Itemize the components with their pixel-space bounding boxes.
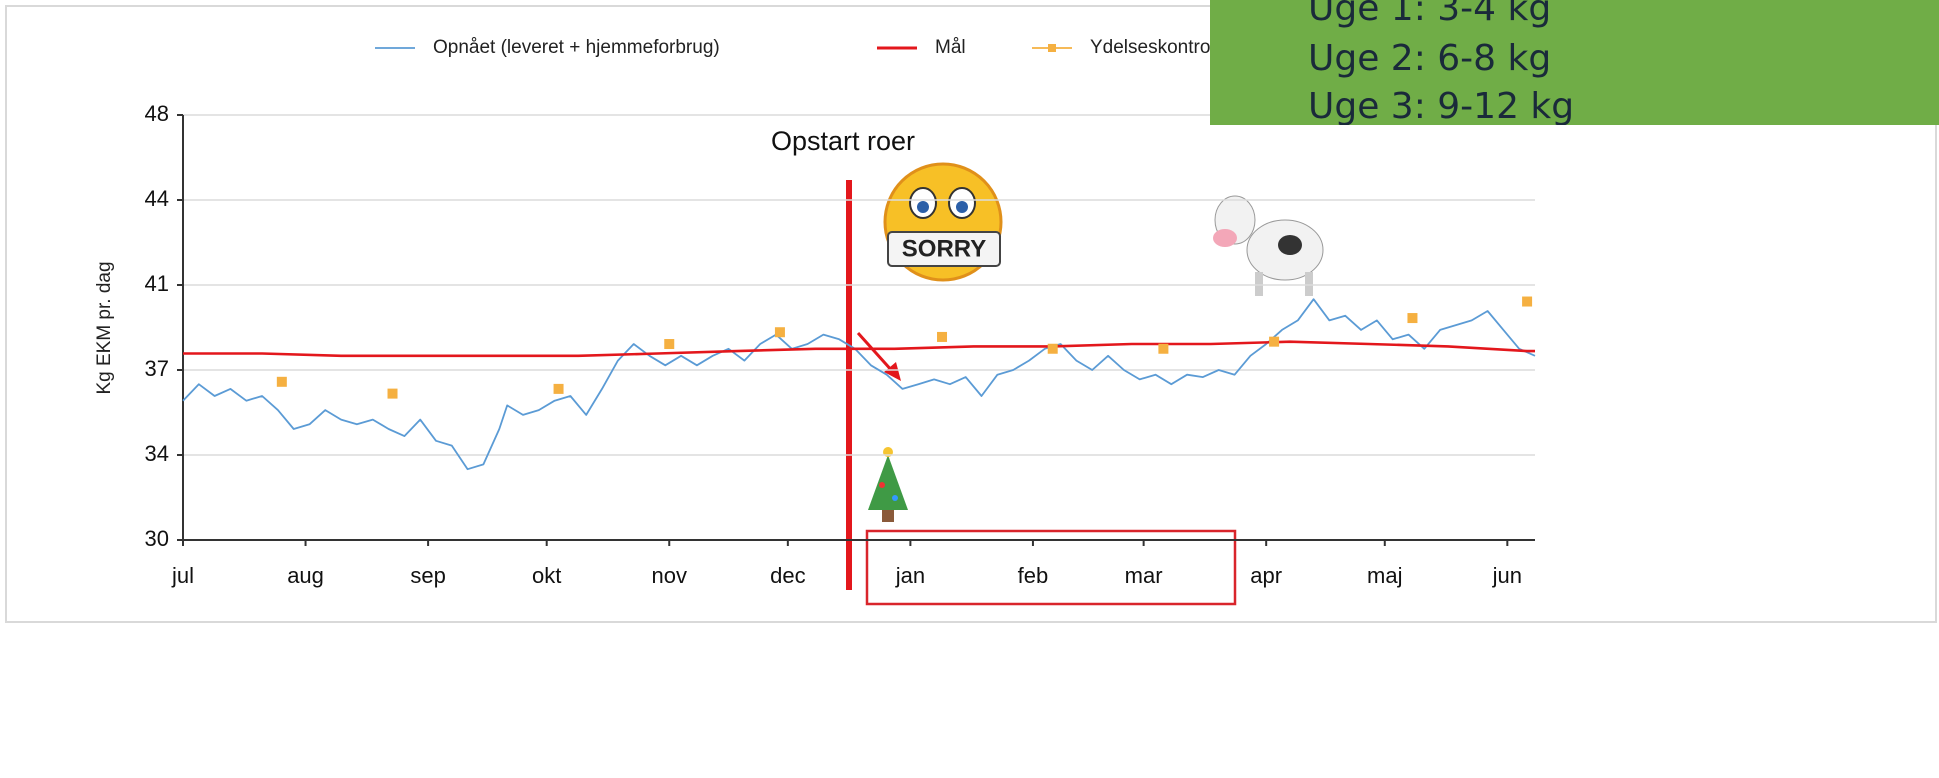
x-tick-label: feb bbox=[1018, 563, 1049, 588]
y-tick-label: 34 bbox=[145, 441, 169, 466]
marker bbox=[1269, 336, 1280, 347]
y-tick-label: 30 bbox=[145, 526, 169, 551]
x-tick-label: mar bbox=[1125, 563, 1163, 588]
legend-label: Ydelseskontrol bbox=[1090, 37, 1215, 58]
x-tick-label: nov bbox=[652, 563, 687, 588]
x-tick-label: dec bbox=[770, 563, 805, 588]
marker bbox=[774, 327, 785, 338]
note-line: Uge 1: 3-4 kg bbox=[1308, 0, 1552, 29]
marker bbox=[1158, 343, 1169, 354]
x-tick-label: aug bbox=[287, 563, 324, 588]
x-tick-label: apr bbox=[1250, 563, 1282, 588]
arrow-head bbox=[884, 362, 901, 381]
marker bbox=[664, 339, 675, 350]
y-axis-label: Kg EKM pr. dag bbox=[94, 261, 115, 394]
annotation: Opstart roer bbox=[771, 126, 915, 156]
sticker-text: SORRY bbox=[902, 235, 986, 262]
marker bbox=[1522, 296, 1533, 307]
sorry-emoji: SORRY bbox=[883, 162, 1003, 282]
arrow bbox=[856, 331, 895, 374]
x-tick-label: jan bbox=[895, 563, 925, 588]
marker bbox=[553, 383, 564, 394]
legend-label: Opnået (leveret + hjemmeforbrug) bbox=[433, 37, 720, 58]
x-tick-label: maj bbox=[1367, 563, 1402, 588]
marker bbox=[387, 388, 398, 399]
y-tick-label: 37 bbox=[145, 356, 169, 381]
marker bbox=[1047, 343, 1058, 354]
series-line bbox=[183, 340, 1535, 358]
tree-emoji bbox=[868, 447, 908, 522]
note-box: Uge 1: 3-4 kg Uge 2: 6-8 kg Uge 3: 9-12 … bbox=[1210, 0, 1939, 125]
x-tick-label: jul bbox=[171, 563, 194, 588]
marker bbox=[276, 376, 287, 387]
y-tick-label: 48 bbox=[145, 101, 169, 126]
legend-marker bbox=[1048, 44, 1056, 52]
x-tick-label: jun bbox=[1492, 563, 1522, 588]
marker bbox=[1407, 313, 1418, 324]
legend-label: Mål bbox=[935, 37, 966, 58]
y-tick-label: 41 bbox=[145, 271, 169, 296]
cow-emoji bbox=[1213, 195, 1324, 296]
note-line: Uge 2: 6-8 kg bbox=[1308, 38, 1552, 79]
legend: Opnået (leveret + hjemmeforbrug) Mål Ydels… bbox=[375, 37, 1215, 58]
highlight-box bbox=[865, 529, 1237, 606]
x-tick-label: okt bbox=[532, 563, 561, 588]
x-tick-label: sep bbox=[410, 563, 445, 588]
marker bbox=[937, 331, 948, 342]
y-tick-label: 44 bbox=[145, 186, 169, 211]
note-line: Uge 3: 9-12 kg bbox=[1308, 86, 1575, 125]
